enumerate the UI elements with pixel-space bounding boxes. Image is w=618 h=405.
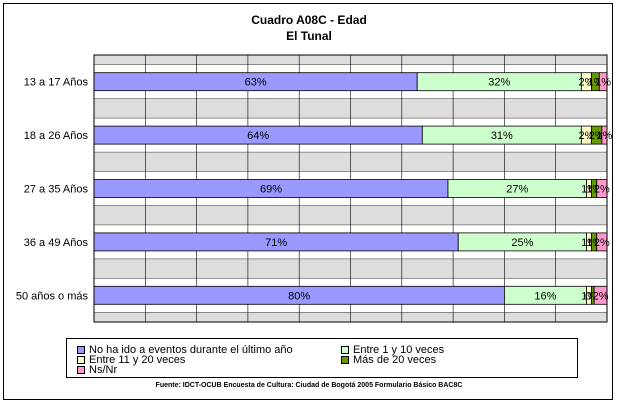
data-label: 16%: [534, 290, 556, 302]
data-label: 2%: [594, 237, 610, 249]
data-label: 64%: [247, 130, 269, 142]
legend-label: No ha ido a eventos durante el último añ…: [89, 344, 293, 356]
legend-item-no-ha-ido: No ha ido a eventos durante el último añ…: [77, 344, 293, 356]
data-label: 32%: [488, 77, 510, 89]
data-label: 2%: [579, 130, 595, 142]
legend-item-mas-de-20: Más de 20 veces: [341, 354, 436, 366]
legend-label: Ns/Nr: [89, 364, 118, 376]
data-label: 1%: [595, 77, 611, 89]
legend-item-entre-11-20: Entre 11 y 20 veces: [77, 354, 185, 366]
data-label: 71%: [265, 237, 287, 249]
legend-swatch: [77, 356, 85, 364]
data-label: 2%: [594, 184, 610, 196]
legend-swatch: [77, 366, 85, 374]
data-label: 25%: [511, 237, 533, 249]
data-label: 2%: [589, 130, 605, 142]
data-label: 80%: [288, 290, 310, 302]
chart-title: Cuadro A08C - Edad: [251, 13, 367, 27]
category-label: 27 a 35 Años: [24, 184, 89, 196]
legend-label: Más de 20 veces: [353, 354, 437, 366]
data-label: 27%: [506, 184, 528, 196]
chart-subtitle: El Tunal: [286, 29, 332, 43]
chart-legend: No ha ido a eventos durante el último añ…: [66, 338, 578, 378]
plot-border: [93, 54, 608, 323]
data-label: 2%: [593, 290, 609, 302]
source-note: Fuente: IDCT-OCUB Encuesta de Cultura: C…: [155, 382, 463, 389]
legend-swatch: [77, 346, 85, 354]
legend-item-ns-nr: Ns/Nr: [77, 364, 117, 376]
category-label: 36 a 49 Años: [24, 237, 89, 249]
legend-label: Entre 1 y 10 veces: [353, 344, 445, 356]
legend-label: Entre 11 y 20 veces: [89, 354, 186, 366]
category-label: 13 a 17 Años: [24, 77, 89, 89]
category-label: 18 a 26 Años: [24, 130, 89, 142]
data-label: 63%: [245, 77, 267, 89]
legend-swatch: [341, 356, 349, 364]
data-label: 2%: [579, 77, 595, 89]
category-label: 50 años o más: [16, 290, 89, 302]
data-label: 31%: [491, 130, 513, 142]
data-label: 1%: [596, 130, 612, 142]
legend-item-entre-1-10: Entre 1 y 10 veces: [341, 344, 444, 356]
legend-swatch: [341, 346, 349, 354]
data-label: 69%: [260, 184, 282, 196]
